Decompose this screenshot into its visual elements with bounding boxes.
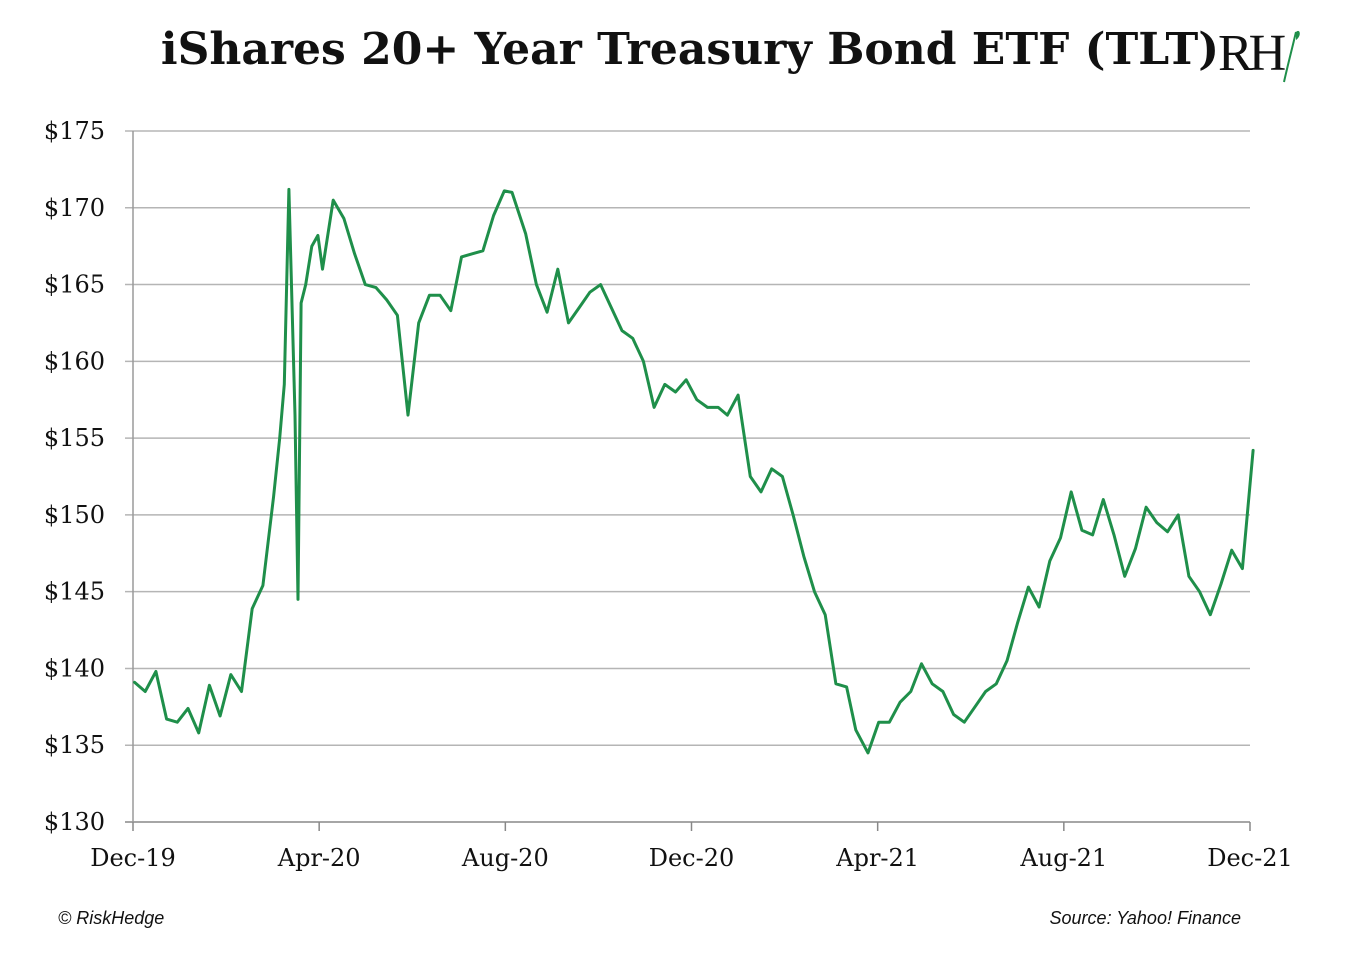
y-tick-label: $155 (44, 424, 105, 452)
x-tick-label: Aug-21 (1019, 844, 1107, 872)
credit-text: © RiskHedge (58, 908, 165, 928)
y-tick-label: $160 (44, 347, 105, 375)
x-tick-label: Dec-20 (649, 844, 735, 872)
x-tick-label: Apr-21 (835, 844, 919, 872)
y-axis-ticks: $130 $135 $140 $145 $150 $155 $160 $165 $170 $175 (44, 117, 105, 836)
riskhedge-logo: RH (1218, 24, 1308, 84)
y-tick-label: $140 (44, 654, 105, 682)
y-tick-label: $170 (44, 194, 105, 222)
x-tick-label: Dec-21 (1207, 844, 1293, 872)
chart-title: iShares 20+ Year Treasury Bond ETF (TLT) (160, 24, 1220, 75)
source-text: Source: Yahoo! Finance (1049, 908, 1241, 928)
series-layer (133, 187, 1255, 755)
y-tick-label: $135 (44, 731, 105, 759)
y-tick-label: $130 (44, 808, 105, 836)
y-tick-label: $175 (44, 117, 105, 145)
gridlines (125, 130, 1250, 823)
logo-text: RH (1218, 25, 1286, 82)
x-axis: Dec-19 Apr-20 Aug-20 Dec-20 Apr-21 Aug-21 Dec-… (90, 131, 1293, 872)
x-tick-label: Dec-19 (90, 844, 176, 872)
y-tick-label: $165 (44, 271, 105, 299)
x-tick-label: Aug-20 (461, 844, 549, 872)
x-tick-label: Apr-20 (277, 844, 361, 872)
y-tick-label: $150 (44, 501, 105, 529)
price-series-line (133, 187, 1255, 755)
y-tick-label: $145 (44, 578, 105, 606)
leaf-icon (1283, 30, 1300, 83)
